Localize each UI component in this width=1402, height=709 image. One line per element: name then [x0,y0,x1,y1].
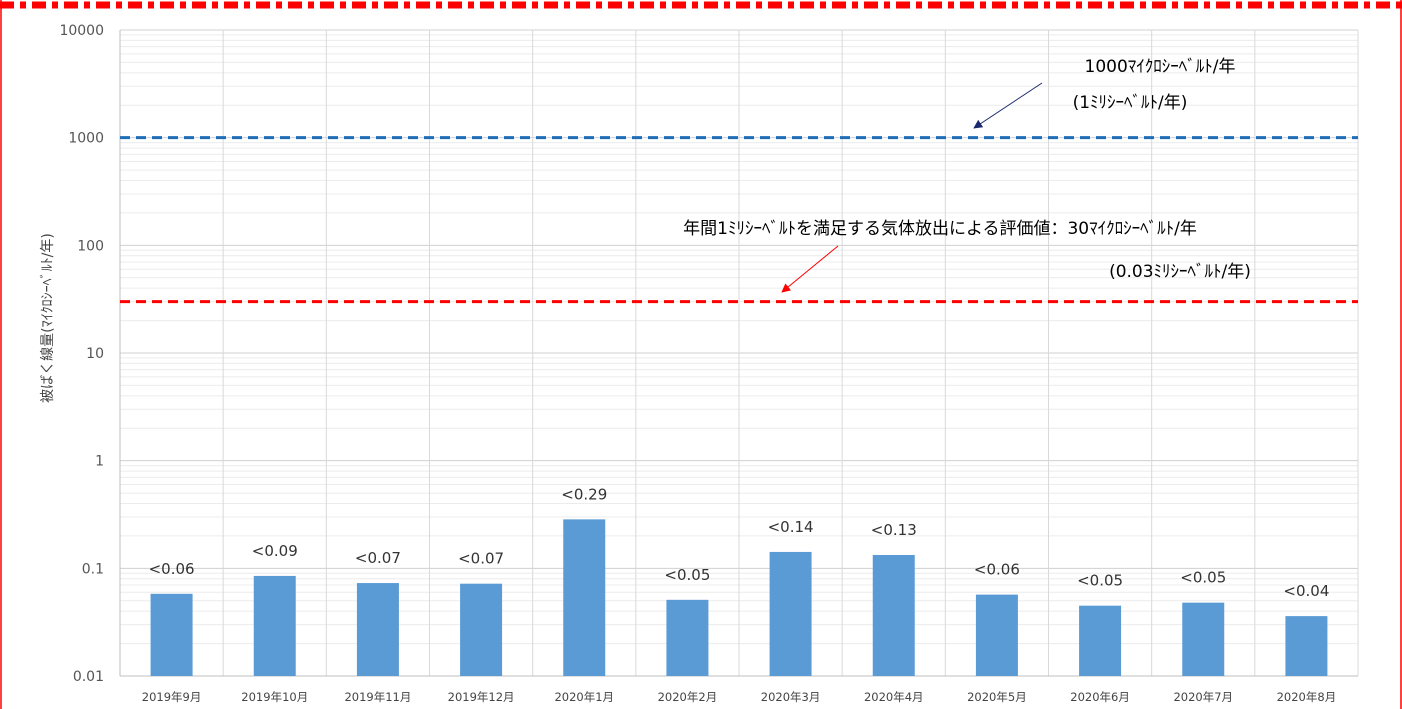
data-label: <0.06 [974,561,1020,579]
y-tick-label: 0.01 [73,669,104,685]
bar-layer [150,519,1328,676]
bar [563,519,606,676]
bar [356,583,399,676]
x-tick-label: 2019年9月 [142,690,202,704]
y-tick-label: 0.1 [82,561,104,577]
data-label: <0.05 [1077,572,1123,590]
bar [253,575,296,676]
data-label: <0.05 [664,566,710,584]
x-tick-label: 2020年3月 [761,690,821,704]
data-label: <0.07 [355,549,401,567]
bar [975,594,1018,676]
reference-line-label: (0.03ﾐﾘｼｰﾍﾞﾙﾄ/年) [1109,262,1251,282]
y-tick-label: 10 [86,346,104,362]
data-label: <0.09 [252,542,298,560]
bar [872,554,915,676]
annotation-arrow [973,82,1043,129]
reference-line-label: (1ﾐﾘｼｰﾍﾞﾙﾄ/年) [1073,93,1188,113]
data-label: <0.14 [768,518,814,536]
x-tick-label: 2020年8月 [1277,690,1337,704]
bar [666,599,709,676]
data-label: <0.07 [458,550,504,568]
reference-line-label: 年間1ﾐﾘｼｰﾍﾞﾙﾄを満足する気体放出による評価値：30ﾏｲｸﾛｼｰﾍﾞﾙﾄ/… [683,219,1197,239]
data-label: <0.13 [871,521,917,539]
bar [769,551,812,676]
data-labels: <0.06 <0.09 <0.07 <0.07 <0.29 <0.05 <0.14 <0.13… [149,485,1330,600]
x-tick-label: 2019年12月 [448,690,515,704]
x-tick-label: 2019年10月 [241,690,308,704]
x-tick-label: 2020年6月 [1070,690,1130,704]
reference-line-layer: 1000ﾏｲｸﾛｼｰﾍﾞﾙﾄ/年 (1ﾐﾘｼｰﾍﾞﾙﾄ/年) 年間1ﾐﾘｼｰﾍﾞﾙﾄ… [120,57,1358,304]
bar [150,593,193,676]
annotation-arrow [781,245,839,293]
bar [1285,616,1328,676]
data-label: <0.29 [561,485,607,503]
y-tick-labels: 0.01 0.1 1 10 100 1000 10000 [59,23,104,685]
x-tick-label: 2020年1月 [554,690,614,704]
x-tick-label: 2019年11月 [344,690,411,704]
data-label: <0.06 [149,560,195,578]
y-tick-label: 10000 [59,23,104,39]
x-tick-label: 2020年2月 [658,690,718,704]
bar [460,583,503,676]
data-label: <0.05 [1180,569,1226,587]
reference-line-label: 1000ﾏｲｸﾛｼｰﾍﾞﾙﾄ/年 [1085,57,1236,77]
y-tick-label: 1 [95,454,104,470]
y-tick-label: 100 [77,238,104,254]
y-tick-label: 1000 [68,131,104,147]
x-tick-label: 2020年7月 [1173,690,1233,704]
x-tick-labels: 2019年9月 2019年10月 2019年11月 2019年12月 2020年1月 20… [142,690,1336,704]
grid-layer [119,29,1359,677]
x-tick-label: 2020年4月 [864,690,924,704]
bar [1079,605,1122,676]
bar [1182,602,1225,676]
y-axis-title: 被ばく線量(ﾏｲｸﾛｼｰﾍﾞﾙﾄ/年) [40,233,56,403]
data-label: <0.04 [1283,582,1329,600]
x-tick-label: 2020年5月 [967,690,1027,704]
